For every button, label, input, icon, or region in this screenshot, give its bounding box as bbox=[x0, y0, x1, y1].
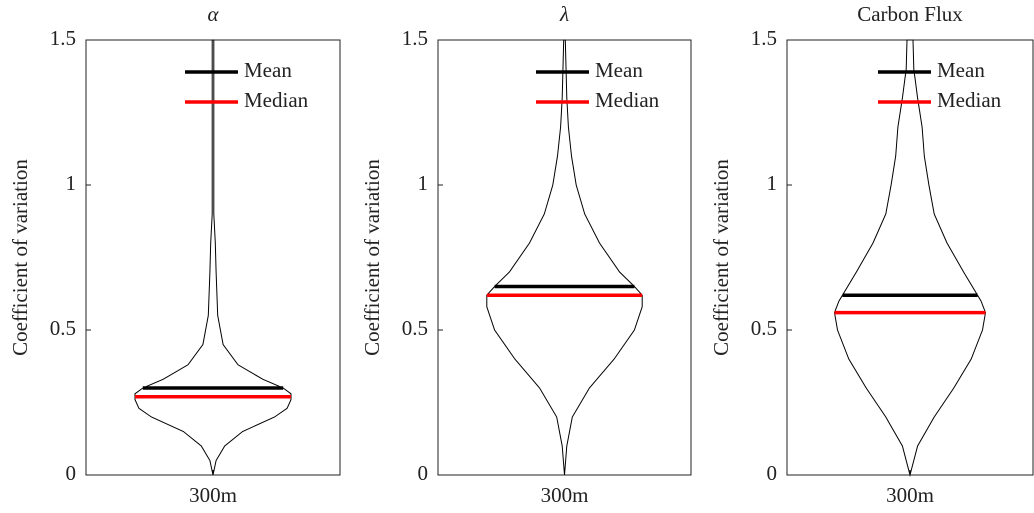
y-tick-label: 1 bbox=[767, 171, 778, 195]
y-tick-label: 0 bbox=[418, 461, 429, 485]
y-axis-label: Coefficient of variation bbox=[709, 159, 733, 356]
legend-label: Median bbox=[244, 88, 309, 112]
legend-label: Median bbox=[937, 88, 1002, 112]
x-tick-label: 300m bbox=[189, 483, 237, 507]
violin bbox=[486, 39, 643, 476]
y-axis-label: Coefficient of variation bbox=[8, 159, 32, 356]
x-tick-label: 300m bbox=[886, 483, 934, 507]
chart-title: λ bbox=[559, 2, 569, 26]
y-tick-label: 1.5 bbox=[50, 26, 76, 50]
x-tick-label: 300m bbox=[541, 483, 589, 507]
legend-label: Median bbox=[595, 88, 660, 112]
y-axis-label: Coefficient of variation bbox=[360, 159, 384, 356]
y-tick-label: 1 bbox=[66, 171, 77, 195]
y-tick-label: 1.5 bbox=[402, 26, 428, 50]
y-tick-label: 1.5 bbox=[751, 26, 777, 50]
legend-label: Mean bbox=[937, 58, 985, 82]
violin bbox=[833, 39, 987, 477]
legend-label: Mean bbox=[244, 58, 292, 82]
y-tick-label: 0.5 bbox=[50, 316, 76, 340]
chart-title: α bbox=[207, 2, 219, 26]
y-tick-label: 1 bbox=[418, 171, 429, 195]
legend-label: Mean bbox=[595, 58, 643, 82]
y-tick-label: 0 bbox=[767, 461, 778, 485]
y-tick-label: 0.5 bbox=[751, 316, 777, 340]
y-tick-label: 0 bbox=[66, 461, 77, 485]
violin bbox=[134, 39, 292, 476]
y-tick-label: 0.5 bbox=[402, 316, 428, 340]
chart-title: Carbon Flux bbox=[857, 2, 963, 26]
